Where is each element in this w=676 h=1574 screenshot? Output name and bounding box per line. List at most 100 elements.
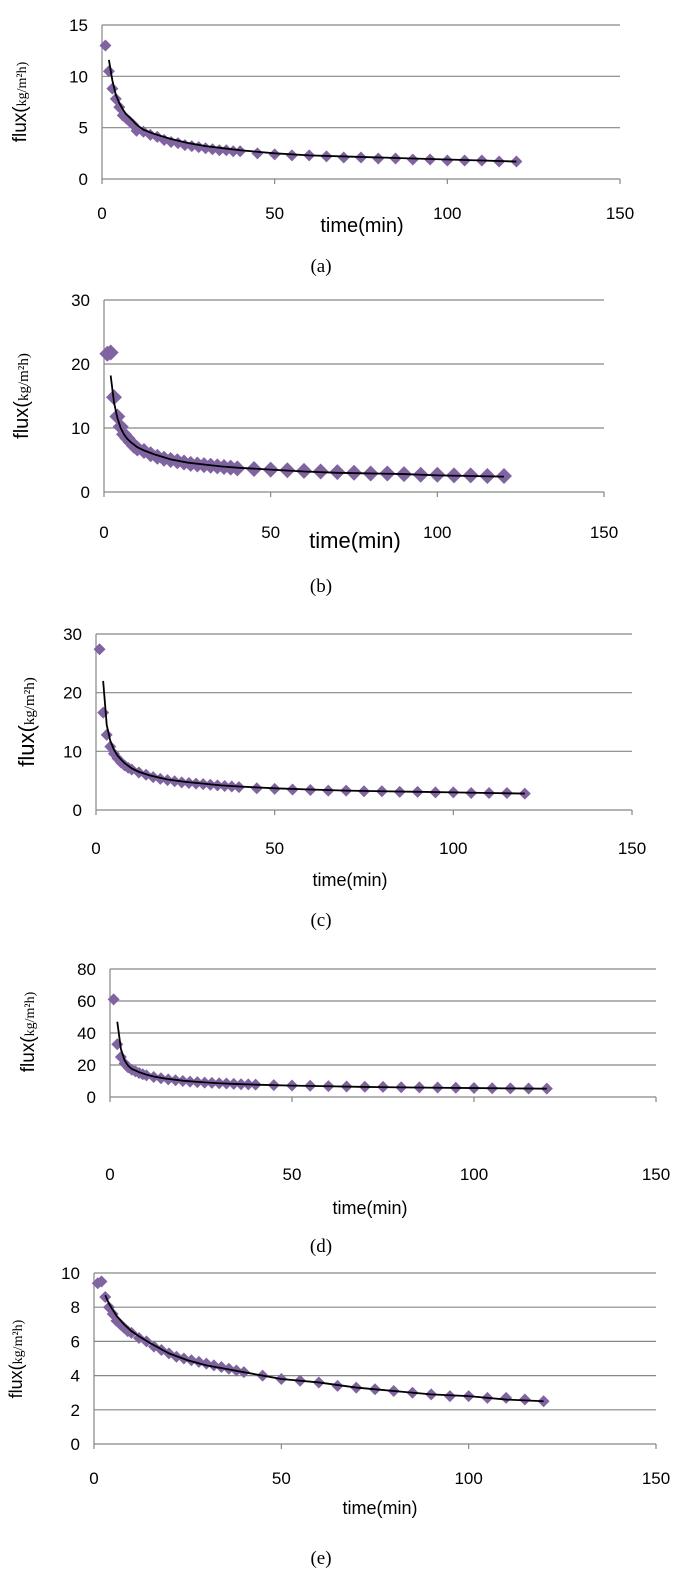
x-tick-label: 50 <box>261 523 280 542</box>
data-point <box>99 39 112 52</box>
figure-caption: (c) <box>310 910 331 931</box>
figure-caption: (b) <box>310 576 332 597</box>
y-tick-label: 15 <box>69 16 88 35</box>
fit-line <box>102 680 525 795</box>
y-tick-label: 10 <box>63 742 82 761</box>
chart-panel: 0 10 20 30 0 50 100 150 time(min) flux(kg/m²h) (b) <box>11 291 618 597</box>
x-axis-label: time(min) <box>309 528 401 553</box>
y-tick-label: 10 <box>71 419 90 438</box>
data-point <box>97 706 110 719</box>
x-tick-label: 100 <box>433 204 461 223</box>
y-tick-label: 10 <box>61 1264 80 1283</box>
y-tick-label: 30 <box>63 625 82 644</box>
x-axis-label: time(min) <box>343 1498 418 1518</box>
fit-line <box>104 1294 544 1403</box>
x-axis-label: time(min) <box>313 870 388 890</box>
y-axis-label: flux(kg/m²h) <box>6 1319 26 1398</box>
data-point <box>106 82 119 95</box>
y-axis-label-unit: kg/m²h) <box>11 1319 26 1364</box>
y-axis-label-unit: kg/m²h) <box>22 677 38 725</box>
y-tick-label: 60 <box>77 992 96 1011</box>
data-point <box>234 145 247 158</box>
data-point <box>102 65 115 78</box>
data-point <box>100 728 113 741</box>
data-point <box>251 147 264 160</box>
y-tick-label: 0 <box>73 801 82 820</box>
y-axis-label-prefix: flux( <box>18 1036 39 1073</box>
y-axis-label: flux(kg/m²h) <box>11 353 33 439</box>
data-point <box>175 776 188 789</box>
x-axis-label: time(min) <box>320 215 403 237</box>
data-point <box>125 1326 138 1339</box>
data-point <box>500 1391 513 1404</box>
y-axis-label: flux(kg/m²h) <box>18 991 39 1072</box>
data-point <box>285 149 298 162</box>
y-tick-label: 20 <box>77 1056 96 1075</box>
fit-line <box>116 1021 547 1090</box>
x-tick-label: 150 <box>606 204 634 223</box>
x-tick-label: 150 <box>590 523 618 542</box>
y-tick-label: 80 <box>77 960 96 979</box>
data-point <box>372 152 385 165</box>
figure-caption: (a) <box>310 256 331 277</box>
y-axis-label-unit: kg/m²h) <box>23 991 38 1036</box>
x-tick-label: 150 <box>642 1165 670 1184</box>
y-axis-label-unit: kg/m²h) <box>15 61 30 106</box>
x-tick-label: 100 <box>439 839 467 858</box>
chart-panel: 0 20 40 60 80 0 50 100 150 time(min) flux(kg/m²h) (… <box>18 960 670 1257</box>
x-tick-label: 50 <box>265 204 284 223</box>
y-tick-label: 4 <box>71 1367 80 1386</box>
x-tick-label: 100 <box>460 1165 488 1184</box>
y-tick-label: 0 <box>71 1435 80 1454</box>
x-tick-label: 0 <box>97 204 106 223</box>
data-point <box>268 148 281 161</box>
x-tick-label: 0 <box>89 1469 98 1488</box>
y-tick-label: 2 <box>71 1401 80 1420</box>
figure-caption: (d) <box>310 1236 332 1257</box>
y-axis-label-unit: kg/m²h) <box>16 353 32 401</box>
y-tick-label: 40 <box>77 1024 96 1043</box>
data-point <box>107 993 120 1006</box>
y-tick-label: 0 <box>79 170 88 189</box>
x-tick-label: 0 <box>91 839 100 858</box>
y-tick-label: 20 <box>71 355 90 374</box>
x-tick-label: 50 <box>272 1469 291 1488</box>
y-axis-label-prefix: flux( <box>6 1364 26 1398</box>
data-point <box>95 1275 108 1288</box>
y-axis-label-prefix: flux( <box>11 401 33 439</box>
data-point <box>441 154 454 167</box>
fit-line <box>109 375 505 478</box>
y-axis-label: flux(kg/m²h) <box>14 677 39 766</box>
chart-panel: 0 10 20 30 0 50 100 150 time(min) flux(kg/m²h) (c) <box>14 625 646 931</box>
y-tick-label: 0 <box>81 483 90 502</box>
x-tick-label: 100 <box>454 1469 482 1488</box>
y-tick-label: 10 <box>69 67 88 86</box>
x-tick-label: 100 <box>423 523 451 542</box>
data-point <box>406 153 419 166</box>
x-tick-label: 150 <box>618 839 646 858</box>
data-point <box>337 151 350 164</box>
y-axis-label-prefix: flux( <box>14 724 39 766</box>
data-point <box>120 112 133 125</box>
data-point <box>93 643 106 656</box>
y-tick-label: 5 <box>79 119 88 138</box>
y-tick-label: 8 <box>71 1298 80 1317</box>
y-tick-label: 20 <box>63 684 82 703</box>
y-tick-label: 30 <box>71 291 90 310</box>
x-tick-label: 50 <box>283 1165 302 1184</box>
y-axis-label-prefix: flux( <box>10 106 31 143</box>
x-tick-label: 50 <box>265 839 284 858</box>
x-tick-label: 0 <box>105 1165 114 1184</box>
y-axis-label: flux(kg/m²h) <box>10 61 31 142</box>
x-axis-label: time(min) <box>333 1198 408 1218</box>
figure-caption: (e) <box>310 1548 331 1569</box>
data-point <box>102 344 119 361</box>
y-tick-label: 6 <box>71 1332 80 1351</box>
x-tick-label: 0 <box>99 523 108 542</box>
fit-line <box>108 59 517 163</box>
x-tick-label: 150 <box>642 1469 670 1488</box>
y-tick-label: 0 <box>87 1088 96 1107</box>
